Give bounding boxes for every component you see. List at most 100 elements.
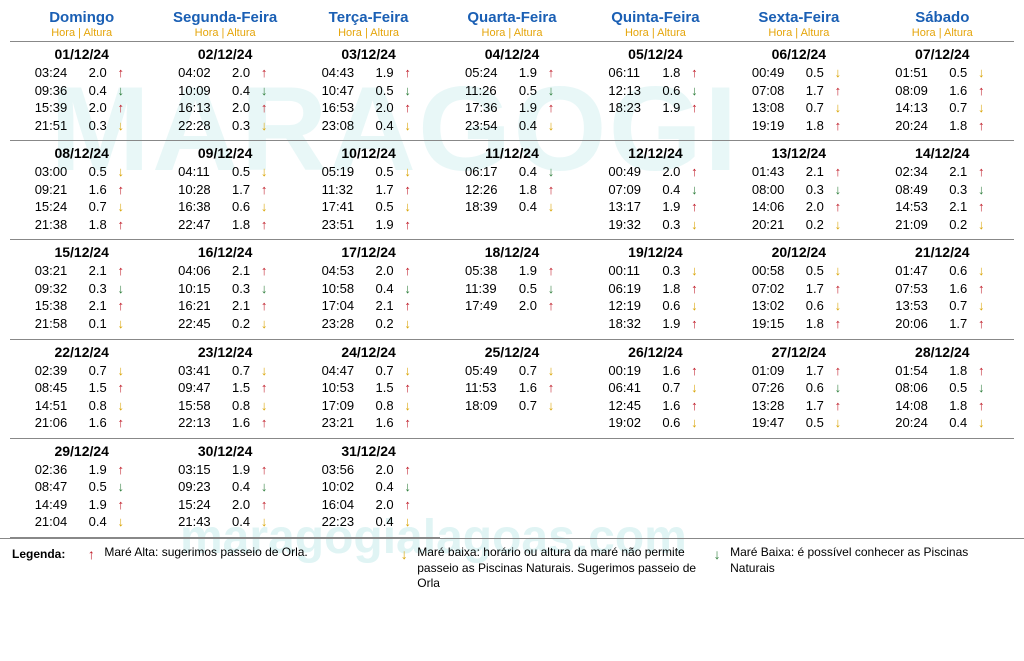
arrow-icon: ↑ (543, 99, 559, 117)
arrow-icon: ↑ (256, 99, 272, 117)
arrow-icon: ↓ (256, 163, 272, 181)
tide-time: 21:06 (35, 414, 79, 432)
arrow-icon: ↑ (830, 198, 846, 216)
tide-height: 0.5 (366, 82, 400, 100)
date-label: 03/12/24 (303, 46, 434, 62)
arrow-icon: ↑ (400, 461, 416, 479)
tide-row: 07:53 1.6 ↑ (877, 280, 1008, 298)
tide-row: 08:09 1.6 ↑ (877, 82, 1008, 100)
date-label: 08/12/24 (16, 145, 147, 161)
arrow-icon: ↑ (830, 117, 846, 135)
arrow-icon: ↓ (686, 262, 702, 280)
tide-height: 2.0 (796, 198, 830, 216)
arrow-icon: ↓ (973, 64, 989, 82)
arrow-icon: ↑ (830, 362, 846, 380)
tide-row: 09:23 0.4 ↓ (159, 478, 290, 496)
tide-row: 21:06 1.6 ↑ (16, 414, 147, 432)
tide-row: 10:53 1.5 ↑ (303, 379, 434, 397)
sub-header: Hora | Altura (442, 27, 581, 39)
tide-height: 2.1 (939, 163, 973, 181)
tide-height: 1.6 (79, 181, 113, 199)
tide-height: 1.9 (652, 198, 686, 216)
sub-header: Hora | Altura (873, 27, 1012, 39)
arrow-icon: ↓ (973, 216, 989, 234)
tide-height: 0.7 (79, 198, 113, 216)
tide-height: 0.6 (796, 379, 830, 397)
tide-row: 12:13 0.6 ↓ (590, 82, 721, 100)
arrow-icon: ↓ (400, 280, 416, 298)
tide-height: 1.7 (796, 362, 830, 380)
tide-height: 0.3 (79, 280, 113, 298)
arrow-icon: ↓ (686, 82, 702, 100)
tide-time: 21:04 (35, 513, 79, 531)
tide-time: 04:53 (322, 262, 366, 280)
date-label: 18/12/24 (446, 244, 577, 260)
tide-height: 0.7 (509, 397, 543, 415)
tide-height: 0.7 (509, 362, 543, 380)
arrow-icon: ↓ (543, 163, 559, 181)
day-cell: 15/12/24 03:21 2.1 ↑ 09:32 0.3 ↓ 15:38 2… (10, 240, 153, 339)
tide-time: 18:39 (465, 198, 509, 216)
tide-time: 11:39 (465, 280, 509, 298)
arrow-icon: ↓ (973, 99, 989, 117)
tide-height: 0.5 (939, 379, 973, 397)
tide-row: 19:47 0.5 ↓ (733, 414, 864, 432)
tide-height: 2.1 (796, 163, 830, 181)
arrow-icon: ↓ (113, 362, 129, 380)
tide-row: 07:02 1.7 ↑ (733, 280, 864, 298)
day-cell: 05/12/24 06:11 1.8 ↑ 12:13 0.6 ↓ 18:23 1… (584, 42, 727, 141)
tide-time: 20:24 (895, 117, 939, 135)
tide-time: 09:47 (178, 379, 222, 397)
tide-row: 18:32 1.9 ↑ (590, 315, 721, 333)
tide-height: 0.6 (652, 297, 686, 315)
tide-height: 1.6 (79, 414, 113, 432)
tide-height: 0.7 (939, 99, 973, 117)
tide-time: 02:36 (35, 461, 79, 479)
tide-height: 0.1 (79, 315, 113, 333)
tide-time: 02:39 (35, 362, 79, 380)
day-cell: 08/12/24 03:00 0.5 ↓ 09:21 1.6 ↑ 15:24 0… (10, 141, 153, 240)
day-cell: 12/12/24 00:49 2.0 ↑ 07:09 0.4 ↓ 13:17 1… (584, 141, 727, 240)
tide-time: 03:00 (35, 163, 79, 181)
arrow-icon: ↓ (400, 397, 416, 415)
tide-time: 08:47 (35, 478, 79, 496)
day-cell: 23/12/24 03:41 0.7 ↓ 09:47 1.5 ↑ 15:58 0… (153, 340, 296, 439)
tide-time: 04:11 (178, 163, 222, 181)
arrow-icon: ↓ (830, 64, 846, 82)
tide-height: 0.5 (222, 163, 256, 181)
tide-time: 03:41 (178, 362, 222, 380)
tide-height: 2.0 (366, 461, 400, 479)
tide-time: 14:08 (895, 397, 939, 415)
tide-height: 1.6 (222, 414, 256, 432)
arrow-icon: ↑ (256, 414, 272, 432)
tide-height: 1.9 (509, 64, 543, 82)
tide-row: 02:36 1.9 ↑ (16, 461, 147, 479)
arrow-icon: ↑ (256, 64, 272, 82)
legend: Legenda: ↑ Maré Alta: sugerimos passeio … (0, 538, 1024, 598)
tide-time: 05:38 (465, 262, 509, 280)
tide-height: 0.5 (79, 478, 113, 496)
day-cell: 17/12/24 04:53 2.0 ↑ 10:58 0.4 ↓ 17:04 2… (297, 240, 440, 339)
tide-row: 14:51 0.8 ↓ (16, 397, 147, 415)
arrow-icon: ↑ (973, 397, 989, 415)
tide-row: 00:49 2.0 ↑ (590, 163, 721, 181)
arrow-icon: ↑ (830, 397, 846, 415)
tide-height: 1.7 (366, 181, 400, 199)
tide-time: 23:21 (322, 414, 366, 432)
tide-time: 01:09 (752, 362, 796, 380)
day-cell: 14/12/24 02:34 2.1 ↑ 08:49 0.3 ↓ 14:53 2… (871, 141, 1014, 240)
tide-height: 1.6 (366, 414, 400, 432)
tide-height: 1.8 (652, 64, 686, 82)
tide-height: 0.4 (366, 117, 400, 135)
tide-row: 11:53 1.6 ↑ (446, 379, 577, 397)
tide-row: 05:49 0.7 ↓ (446, 362, 577, 380)
tide-row: 22:47 1.8 ↑ (159, 216, 290, 234)
tide-row: 15:58 0.8 ↓ (159, 397, 290, 415)
tide-time: 08:49 (895, 181, 939, 199)
arrow-icon: ↓ (973, 297, 989, 315)
arrow-icon: ↓ (400, 198, 416, 216)
tide-row: 01:47 0.6 ↓ (877, 262, 1008, 280)
tide-height: 0.4 (366, 280, 400, 298)
day-cell: 30/12/24 03:15 1.9 ↑ 09:23 0.4 ↓ 15:24 2… (153, 439, 296, 538)
day-cell: 09/12/24 04:11 0.5 ↓ 10:28 1.7 ↑ 16:38 0… (153, 141, 296, 240)
